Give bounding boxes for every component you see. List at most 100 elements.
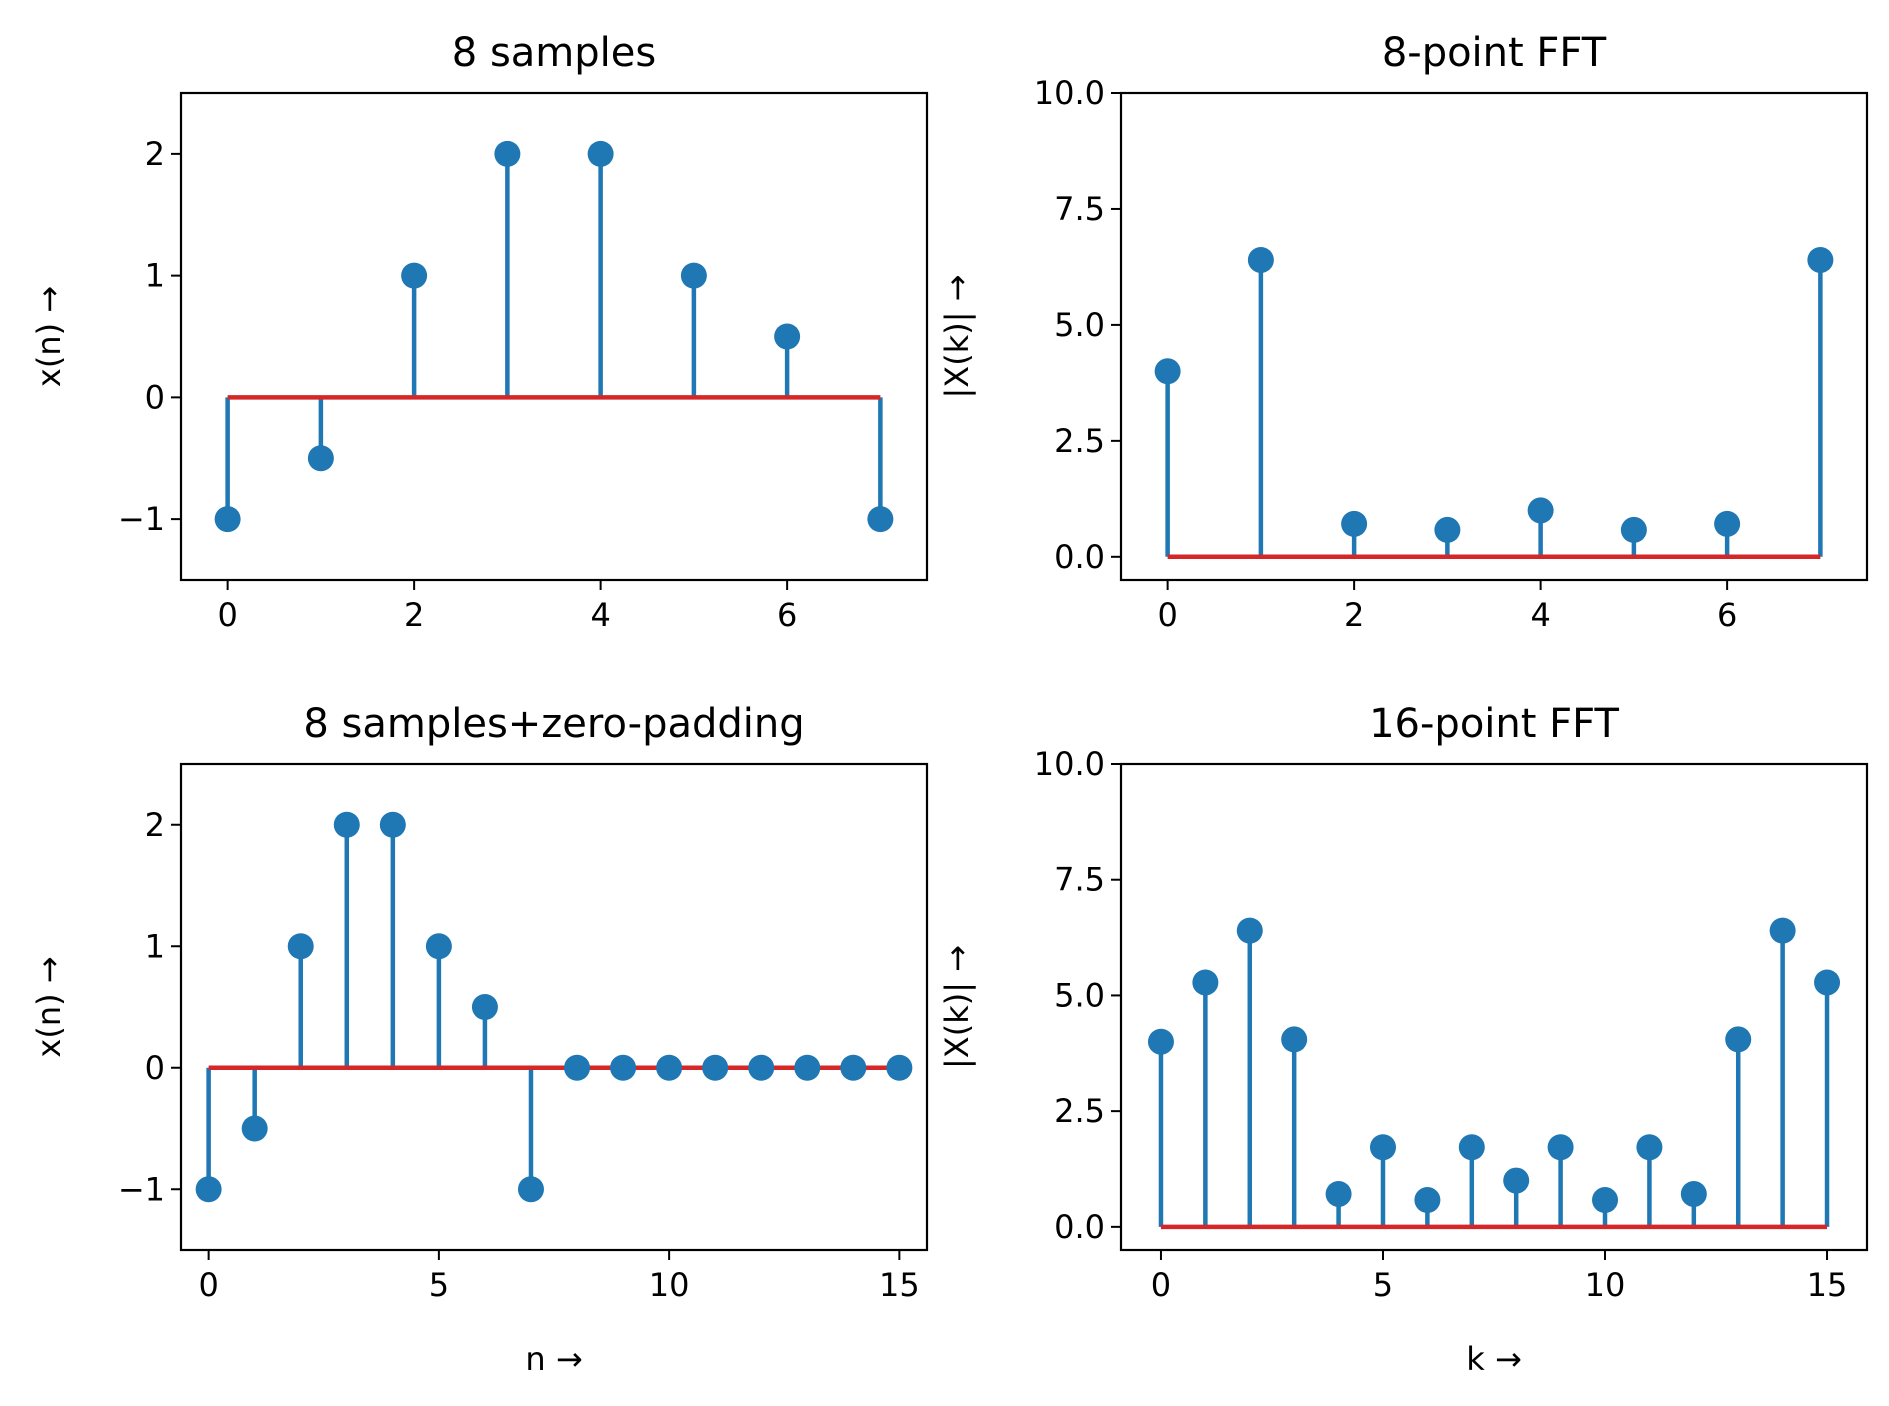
panel-title: 8 samples+zero-padding — [303, 701, 804, 747]
stem-marker — [1247, 246, 1274, 273]
stem-marker — [886, 1054, 913, 1081]
stem-marker — [471, 994, 498, 1020]
x-tick-label: 0 — [1157, 596, 1177, 634]
y-tick-label: 7.5 — [1054, 190, 1105, 228]
stem-marker — [1281, 1026, 1308, 1053]
panel-16-point-fft: 16-point FFT |X(k)| → k → 0 5 10 15 0.0 2.5 5.… — [938, 701, 1869, 1378]
panel-8-samples-zero-padding: 8 samples+zero-padding x(n) → n → 0 5 10 15… — [30, 701, 929, 1378]
stem-marker — [1714, 510, 1741, 537]
y-tick-label: 10.0 — [1034, 745, 1105, 783]
x-tick-label: 4 — [1530, 596, 1550, 634]
y-tick-label: 1 — [145, 257, 165, 295]
y-tick-label: 2 — [145, 806, 165, 844]
stem-marker — [564, 1054, 591, 1081]
axis-ticks: 0 5 10 15 0.0 2.5 5.0 7.5 10.0 — [1034, 745, 1848, 1304]
axis-ticks: 0 2 4 6 −1 0 1 2 — [118, 135, 797, 634]
stem-marker — [1503, 1167, 1530, 1194]
y-tick-label: 0.0 — [1054, 1208, 1105, 1246]
x-tick-label: 15 — [1807, 1266, 1848, 1304]
panel-title: 8 samples — [452, 30, 656, 76]
stem-marker — [1192, 969, 1219, 996]
x-axis-label: n → — [525, 1340, 582, 1378]
stem-marker — [1154, 358, 1181, 385]
x-tick-label: 0 — [217, 596, 237, 634]
y-tick-label: 1 — [145, 927, 165, 965]
x-tick-label: 5 — [429, 1266, 449, 1304]
stem-marker — [1341, 510, 1368, 537]
axes-frame — [179, 762, 929, 1252]
stem-marker — [425, 933, 452, 960]
stem-marker — [702, 1054, 729, 1081]
stem-marker — [680, 262, 707, 289]
stem-marks — [1154, 246, 1834, 560]
stem-marker — [840, 1054, 867, 1081]
stem-marker — [867, 506, 894, 533]
panel-8-point-fft: 8-point FFT |X(k)| → 0 2 4 6 0.0 2.5 5.0 7.5 10.… — [938, 30, 1869, 634]
stem-marker — [1636, 1134, 1663, 1161]
axis-ticks: 0 2 4 6 0.0 2.5 5.0 7.5 10.0 — [1034, 74, 1738, 634]
y-tick-label: 0.0 — [1054, 538, 1105, 576]
stem-marker — [494, 140, 521, 167]
axis-ticks: 0 5 10 15 −1 0 1 2 — [118, 806, 920, 1304]
stem-marker — [287, 933, 314, 960]
x-tick-label: 0 — [198, 1266, 218, 1304]
stem-marker — [214, 506, 241, 533]
stem-marker — [794, 1054, 821, 1081]
stem-marker — [748, 1054, 775, 1081]
stem-marker — [195, 1176, 222, 1203]
stem-marker — [1236, 917, 1263, 944]
stem-marker — [1369, 1134, 1396, 1161]
stem-marker — [1414, 1187, 1441, 1214]
stem-marker — [1807, 246, 1834, 273]
y-tick-label: −1 — [118, 1170, 165, 1208]
stem-marker — [774, 323, 801, 350]
x-tick-label: 10 — [649, 1266, 690, 1304]
stem-marker — [610, 1054, 637, 1081]
stem-marker — [1680, 1180, 1707, 1207]
x-tick-label: 10 — [1585, 1266, 1626, 1304]
stem-marker — [1147, 1028, 1174, 1055]
stem-marks — [214, 140, 894, 533]
y-tick-label: −1 — [118, 500, 165, 538]
y-axis-label: |X(k)| → — [938, 275, 976, 399]
axes-frame — [1119, 91, 1869, 582]
stem-marker — [241, 1115, 268, 1142]
y-axis-label: x(n) → — [30, 286, 68, 387]
panel-title: 16-point FFT — [1369, 701, 1619, 747]
x-tick-label: 15 — [879, 1266, 920, 1304]
stem-marker — [1814, 969, 1841, 996]
y-tick-label: 5.0 — [1054, 306, 1105, 344]
stem-marker — [401, 262, 428, 289]
stem-marker — [587, 140, 614, 167]
stem-marker — [656, 1054, 683, 1081]
y-axis-label: |X(k)| → — [938, 945, 976, 1069]
x-tick-label: 0 — [1151, 1266, 1171, 1304]
stem-marker — [333, 811, 360, 838]
x-tick-label: 6 — [777, 596, 797, 634]
stem-marker — [517, 1176, 544, 1203]
stem-marker — [1592, 1187, 1619, 1214]
stem-marker — [379, 811, 406, 838]
y-tick-label: 10.0 — [1034, 74, 1105, 112]
stem-marker — [1434, 516, 1461, 543]
y-tick-label: 2.5 — [1054, 422, 1105, 460]
axes-frame — [1119, 762, 1869, 1252]
y-axis-label: x(n) → — [30, 956, 68, 1057]
y-tick-label: 0 — [145, 378, 165, 416]
stem-marker — [1769, 917, 1796, 944]
stem-marker — [307, 445, 334, 472]
stem-marker — [1527, 497, 1554, 524]
x-tick-label: 4 — [590, 596, 610, 634]
y-tick-label: 7.5 — [1054, 861, 1105, 899]
y-tick-label: 5.0 — [1054, 976, 1105, 1014]
stem-marker — [1325, 1180, 1352, 1207]
panel-title: 8-point FFT — [1382, 30, 1607, 76]
x-tick-label: 2 — [1344, 596, 1364, 634]
y-tick-label: 2 — [145, 135, 165, 173]
x-tick-label: 5 — [1373, 1266, 1393, 1304]
y-tick-label: 2.5 — [1054, 1092, 1105, 1130]
stem-marks — [1147, 917, 1841, 1230]
stem-marker — [1725, 1026, 1752, 1053]
